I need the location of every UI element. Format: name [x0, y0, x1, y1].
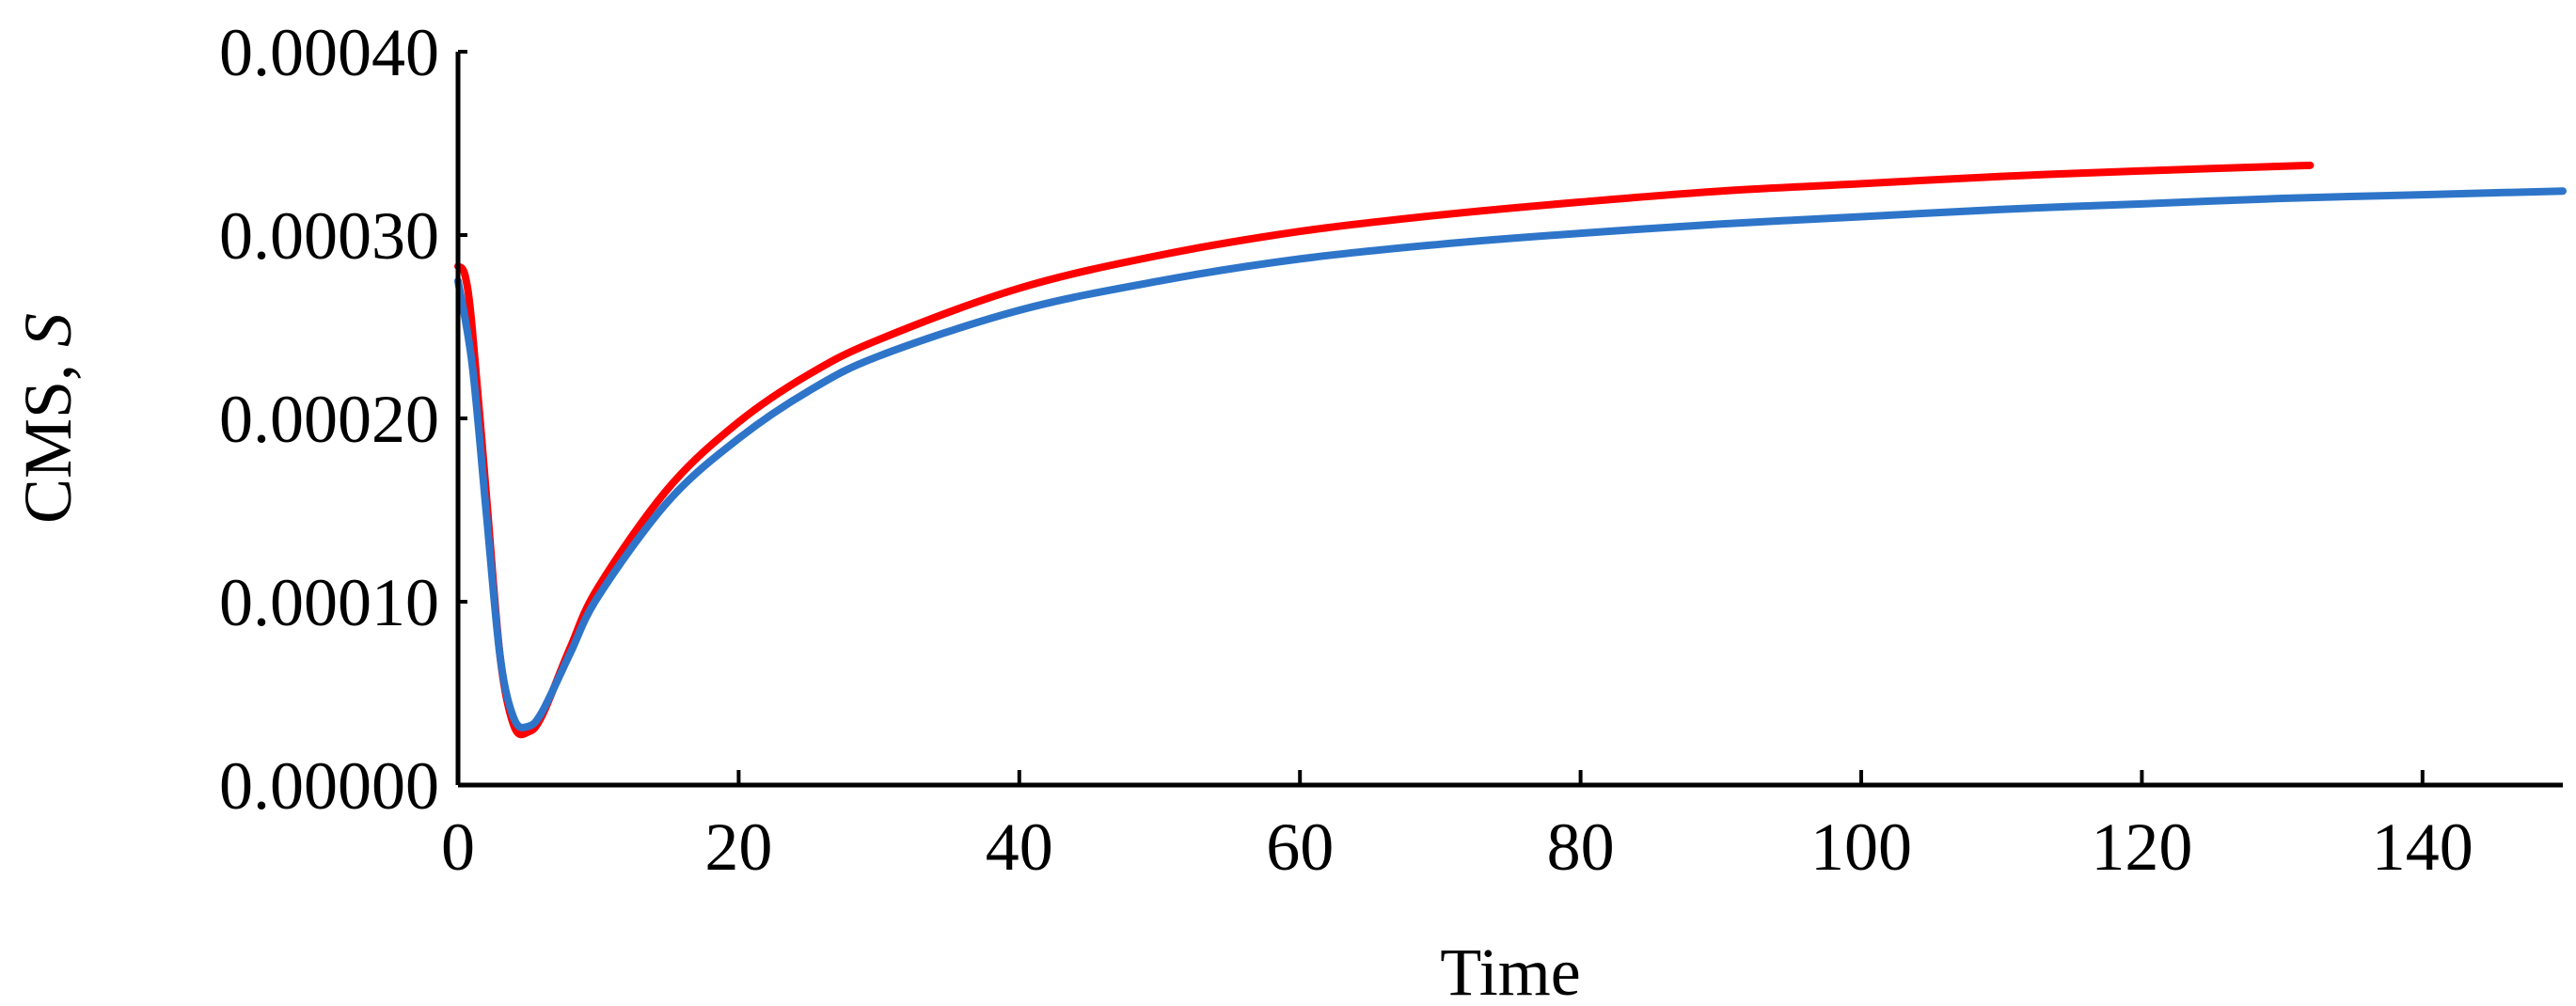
x-tick-label: 80 — [1547, 810, 1615, 885]
y-tick-label: 0.00030 — [219, 198, 439, 274]
x-tick-label: 120 — [2091, 810, 2192, 885]
ticks-layer: 0 20 40 60 80 100 120 140 0.00000 0.00010 0.00020 0… — [219, 15, 2473, 885]
y-tick-label: 0.00020 — [219, 382, 439, 457]
x-tick-label: 100 — [1810, 810, 1912, 885]
y-axis-title: CMS, S — [10, 313, 86, 524]
series-layer — [454, 161, 2567, 739]
y-tick-label: 0.00010 — [219, 565, 439, 640]
x-tick-label: 40 — [986, 810, 1053, 885]
y-axis-title-symbol: S — [10, 313, 86, 347]
x-tick-label: 20 — [704, 810, 772, 885]
y-tick-label: 0.00040 — [219, 15, 439, 90]
x-tick-label: 140 — [2372, 810, 2473, 885]
series-line-blue — [454, 187, 2567, 731]
x-axis-title: Time — [1440, 935, 1580, 1006]
y-tick-label: 0.00000 — [219, 748, 439, 824]
x-tick-label: 60 — [1266, 810, 1334, 885]
x-tick-label: 0 — [441, 810, 475, 885]
axes-layer — [455, 52, 2563, 788]
y-axis-title-main: CMS, — [10, 347, 86, 524]
